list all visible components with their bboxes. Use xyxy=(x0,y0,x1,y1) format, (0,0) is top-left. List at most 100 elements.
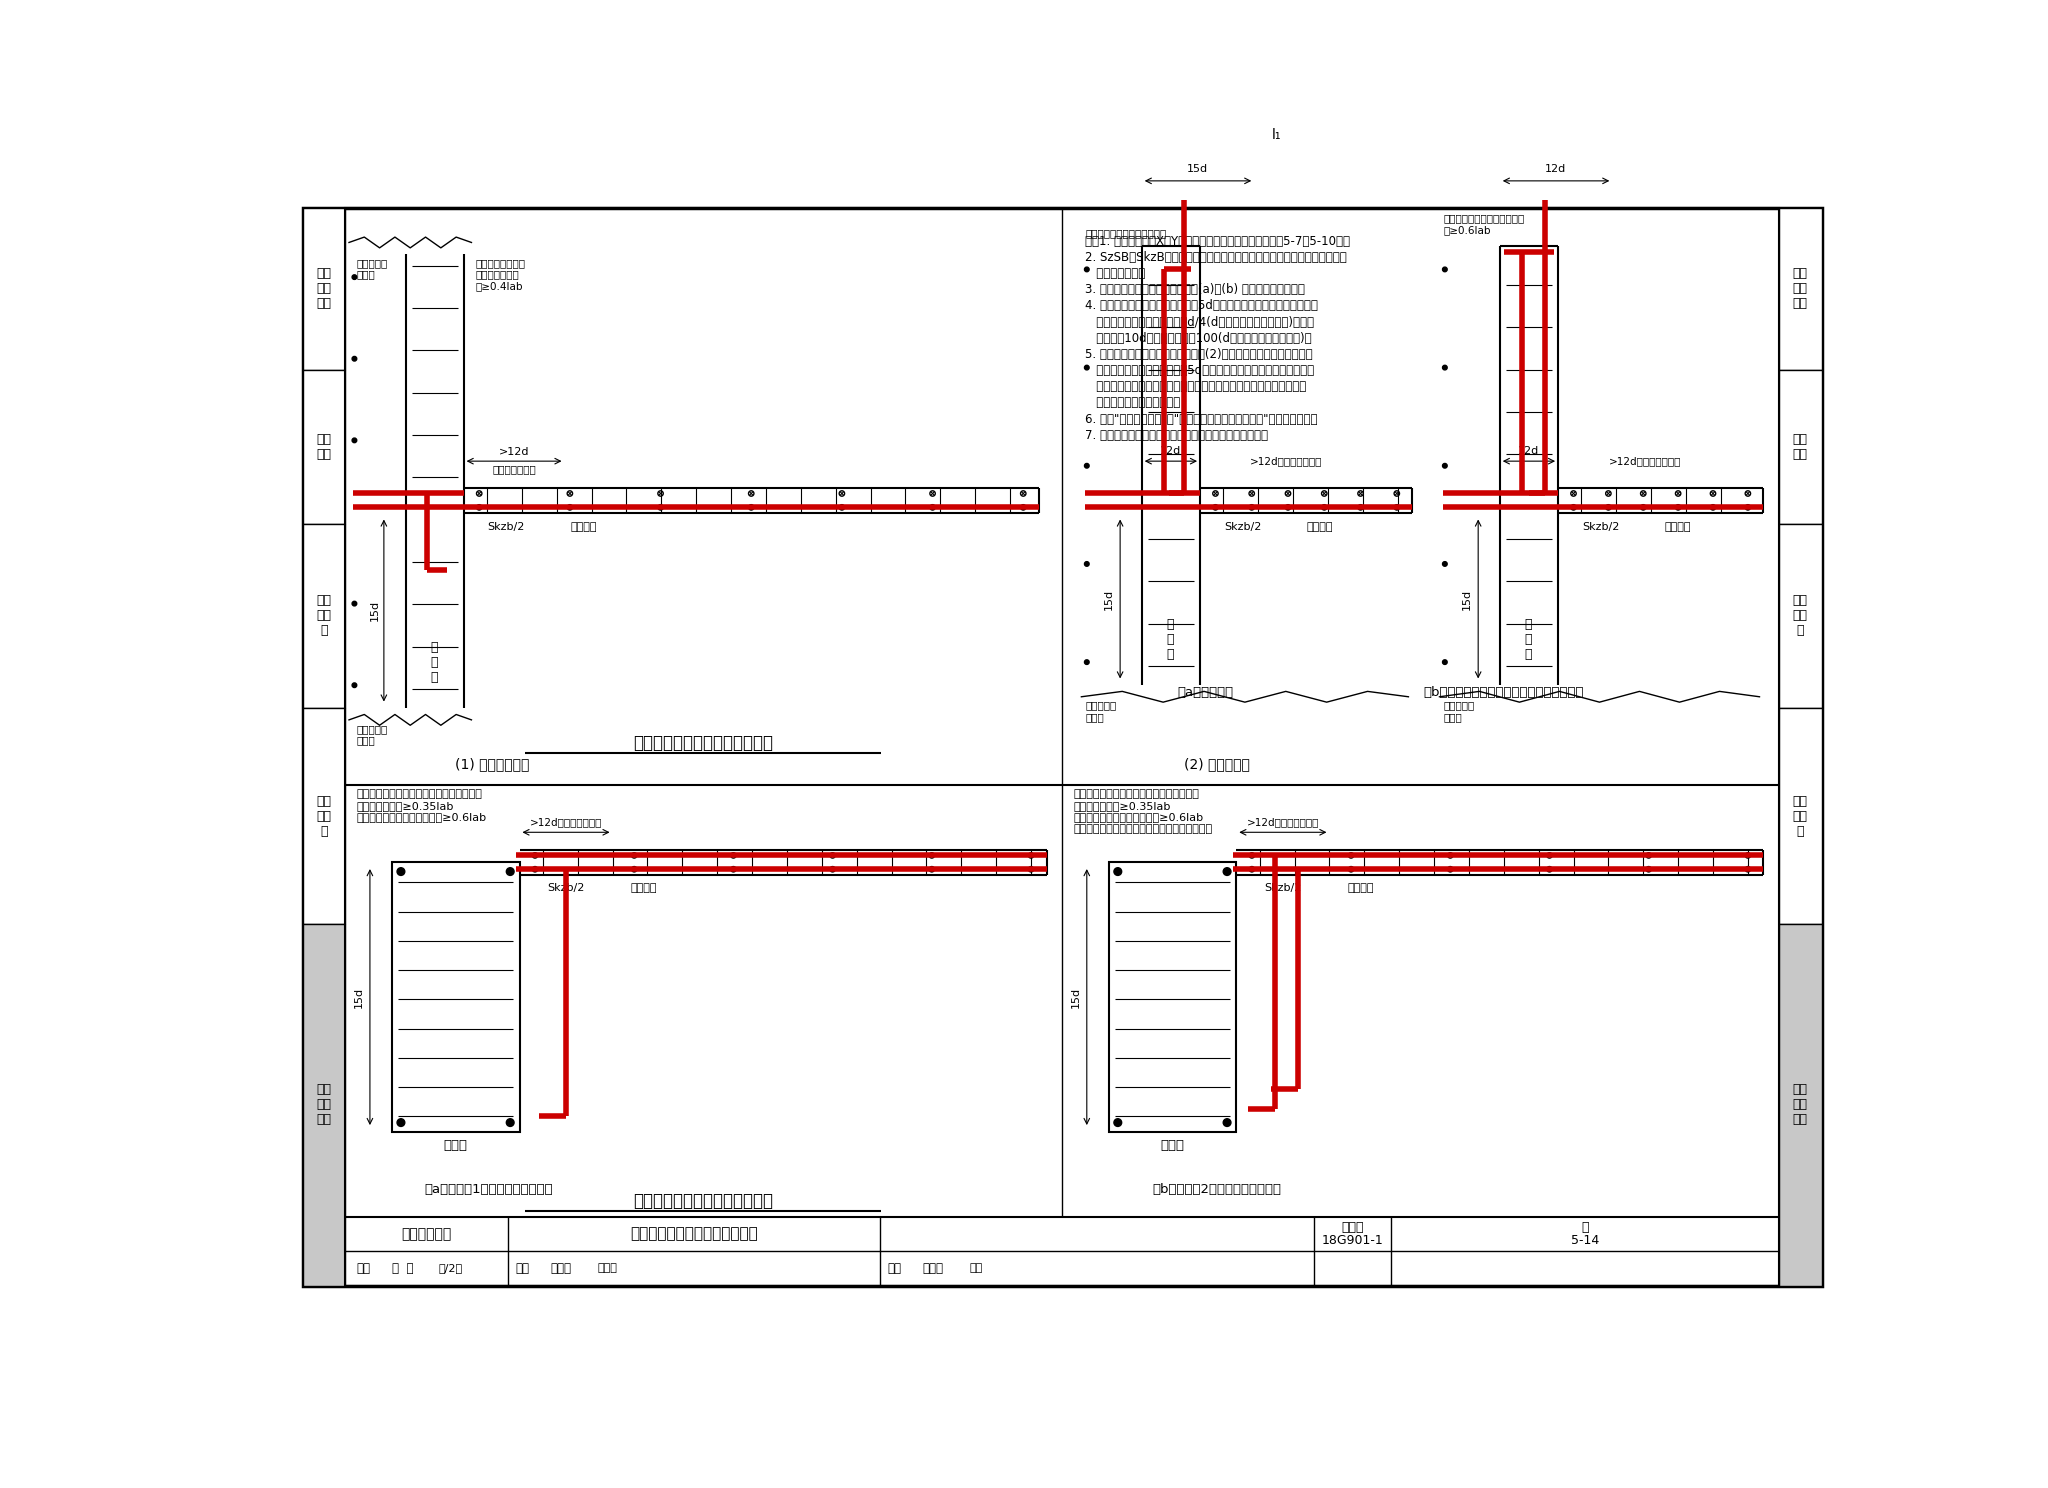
Circle shape xyxy=(1114,1119,1122,1126)
Text: 墙外侧水平
分布筋: 墙外侧水平 分布筋 xyxy=(356,723,387,745)
Text: 跨中板带: 跨中板带 xyxy=(1348,884,1374,893)
Circle shape xyxy=(657,504,664,510)
Text: 15d: 15d xyxy=(1188,164,1208,174)
Text: (1) 中间层剪力墙: (1) 中间层剪力墙 xyxy=(455,757,530,771)
Text: 12d: 12d xyxy=(1544,164,1567,174)
Text: （如图中红色点筋所示）。: （如图中红色点筋所示）。 xyxy=(1085,396,1180,409)
Circle shape xyxy=(352,601,356,606)
Text: 剪力
墙部
分: 剪力 墙部 分 xyxy=(315,594,332,637)
Circle shape xyxy=(1395,504,1399,510)
Circle shape xyxy=(1710,504,1716,510)
Circle shape xyxy=(506,868,514,875)
Bar xyxy=(1780,708,1821,924)
Text: 跨中板带: 跨中板带 xyxy=(571,522,598,531)
Circle shape xyxy=(1546,866,1552,872)
Text: >12d且至少到墙中线: >12d且至少到墙中线 xyxy=(1247,817,1319,827)
Text: 亏去涛: 亏去涛 xyxy=(598,1263,616,1274)
Text: Skzb/2: Skzb/2 xyxy=(1581,522,1620,531)
Bar xyxy=(303,524,346,708)
Text: 框架
部分: 框架 部分 xyxy=(1792,433,1808,460)
Text: 剪
力
墙: 剪 力 墙 xyxy=(1526,618,1532,661)
Circle shape xyxy=(1085,268,1090,272)
Bar xyxy=(391,863,520,1132)
Circle shape xyxy=(352,275,356,280)
Circle shape xyxy=(1442,463,1448,469)
Text: >12d且至少到墙中线: >12d且至少到墙中线 xyxy=(1251,457,1323,466)
Text: 边框梁: 边框梁 xyxy=(442,1140,467,1152)
Text: 伸至外侧水平分布筋内侧等筋
且≥0.6lab: 伸至外侧水平分布筋内侧等筋 且≥0.6lab xyxy=(1444,213,1524,235)
Text: (2) 顶层剪力墙: (2) 顶层剪力墙 xyxy=(1184,757,1249,771)
Circle shape xyxy=(506,1119,514,1126)
Text: 跨中板带端支座连接节点构造图: 跨中板带端支座连接节点构造图 xyxy=(631,1226,758,1241)
Bar xyxy=(303,924,346,1286)
Text: >12d且至少到墙中线: >12d且至少到墙中线 xyxy=(530,817,602,827)
Text: 一般
构造
要求: 一般 构造 要求 xyxy=(1792,268,1808,310)
Text: 15d: 15d xyxy=(369,600,379,620)
Text: （b）板带上2排钢筋锚入边框梁内: （b）板带上2排钢筋锚入边框梁内 xyxy=(1153,1183,1282,1196)
Text: 图集号: 图集号 xyxy=(1341,1222,1364,1234)
Text: 无梁楼盖部分: 无梁楼盖部分 xyxy=(401,1226,453,1241)
Bar xyxy=(1780,524,1821,708)
Text: 伸至边框梁外侧纵筋内侧在梁角筋内侧等筋
设计按铰接时：≥0.35lab
充分利用钢筋的抗拉强度时：≥0.6lab: 伸至边框梁外侧纵筋内侧在梁角筋内侧等筋 设计按铰接时：≥0.35lab 充分利用… xyxy=(356,789,487,823)
Text: （a）搭接连接: （a）搭接连接 xyxy=(1178,686,1233,699)
Text: 高志强: 高志强 xyxy=(551,1262,571,1275)
Circle shape xyxy=(1442,561,1448,567)
Circle shape xyxy=(1085,365,1090,371)
Text: 停至墙体外侧水平
分布筋内侧等筋
且≥0.4lab: 停至墙体外侧水平 分布筋内侧等筋 且≥0.4lab xyxy=(475,257,526,292)
Circle shape xyxy=(1223,1119,1231,1126)
Text: 7. 本图适用于有柱帽、托板及无柱帽、托板的无梁楼盖。: 7. 本图适用于有柱帽、托板及无柱帽、托板的无梁楼盖。 xyxy=(1085,429,1268,442)
Circle shape xyxy=(1675,504,1681,510)
Bar xyxy=(303,708,346,924)
Circle shape xyxy=(1085,659,1090,665)
Text: 15d: 15d xyxy=(354,987,365,1007)
Text: 6. 图中"设计按铰接时"、"充分利用钢筋的抗拉强度时"由设计方指定。: 6. 图中"设计按铰接时"、"充分利用钢筋的抗拉强度时"由设计方指定。 xyxy=(1085,412,1317,426)
Circle shape xyxy=(1745,866,1751,872)
Circle shape xyxy=(1647,866,1651,872)
Text: 注：1. 板带下部纵筋X、Y向钢筋次序仅为示意，详见图集第5-7、5-10页。: 注：1. 板带下部纵筋X、Y向钢筋次序仅为示意，详见图集第5-7、5-10页。 xyxy=(1085,235,1350,248)
Text: 15d: 15d xyxy=(1462,588,1473,610)
Circle shape xyxy=(1348,866,1354,872)
Circle shape xyxy=(1448,866,1452,872)
Text: Skzb/2: Skzb/2 xyxy=(1264,884,1303,893)
Circle shape xyxy=(1606,504,1612,510)
Circle shape xyxy=(397,868,406,875)
Text: 剪
力
墙: 剪 力 墙 xyxy=(430,641,438,683)
Text: 跨中板带: 跨中板带 xyxy=(1307,522,1333,531)
Text: 长度范围内保护层厚度不大于5d时，与其交叉的另个方向纵筋间距需: 长度范围内保护层厚度不大于5d时，与其交叉的另个方向纵筋间距需 xyxy=(1085,365,1315,376)
Text: 伸至边框梁外侧纵筋内侧在梁角筋内侧等筋
设计按铰接时：≥0.35lab
充分利用钢筋的抗拉强度时：≥0.6lab
边框梁钢筋为一排时，可伸至边框梁整截面内侧: 伸至边框梁外侧纵筋内侧在梁角筋内侧等筋 设计按铰接时：≥0.35lab 充分利用… xyxy=(1073,789,1212,833)
Circle shape xyxy=(1321,504,1327,510)
Circle shape xyxy=(1249,866,1255,872)
Text: Skzb/2: Skzb/2 xyxy=(1225,522,1262,531)
Text: 且至少到墙中线: 且至少到墙中线 xyxy=(492,464,537,473)
Text: 15d: 15d xyxy=(1071,987,1081,1007)
Text: 跨中板带与边框梁连接节点构造: 跨中板带与边框梁连接节点构造 xyxy=(633,1192,774,1210)
Bar xyxy=(1780,369,1821,524)
Circle shape xyxy=(748,504,754,510)
Bar xyxy=(1108,863,1237,1132)
Circle shape xyxy=(1442,659,1448,665)
Text: 设计: 设计 xyxy=(887,1262,901,1275)
Text: 张月明: 张月明 xyxy=(922,1262,944,1275)
Text: >12d: >12d xyxy=(500,446,528,457)
Circle shape xyxy=(1640,504,1647,510)
Circle shape xyxy=(631,866,637,872)
Text: 向构造钢筋，其直径不应小于d/4(d为锚固钢筋的最大直径)，间距: 向构造钢筋，其直径不应小于d/4(d为锚固钢筋的最大直径)，间距 xyxy=(1085,315,1315,329)
Text: 无梁
楼盖
部分: 无梁 楼盖 部分 xyxy=(1792,1083,1808,1126)
Text: 审核: 审核 xyxy=(356,1262,371,1275)
Bar xyxy=(1780,924,1821,1286)
Circle shape xyxy=(1114,868,1122,875)
Circle shape xyxy=(1286,504,1290,510)
Text: 边框梁: 边框梁 xyxy=(1159,1140,1184,1152)
Text: 5-14: 5-14 xyxy=(1571,1234,1599,1247)
Circle shape xyxy=(1223,868,1231,875)
Text: 无梁
楼盖
部分: 无梁 楼盖 部分 xyxy=(315,1083,332,1126)
Text: 5. 跨中板带与剪力墙连接节点构造图(2)中，板纵筋在支座部位的锚固: 5. 跨中板带与剪力墙连接节点构造图(2)中，板纵筋在支座部位的锚固 xyxy=(1085,348,1313,362)
Text: Skzb/2: Skzb/2 xyxy=(487,522,524,531)
Text: 跨中板带与剪力墙连接节点构造: 跨中板带与剪力墙连接节点构造 xyxy=(633,734,774,751)
Circle shape xyxy=(930,504,936,510)
Circle shape xyxy=(532,866,539,872)
Text: 4. 当锚固钢筋的保护层厚度不大于5d时，锚固钢筋长度范围内应设置横: 4. 当锚固钢筋的保护层厚度不大于5d时，锚固钢筋长度范围内应设置横 xyxy=(1085,299,1319,312)
Circle shape xyxy=(1028,866,1034,872)
Circle shape xyxy=(840,504,844,510)
Text: 一般
构造
要求: 一般 构造 要求 xyxy=(315,268,332,310)
